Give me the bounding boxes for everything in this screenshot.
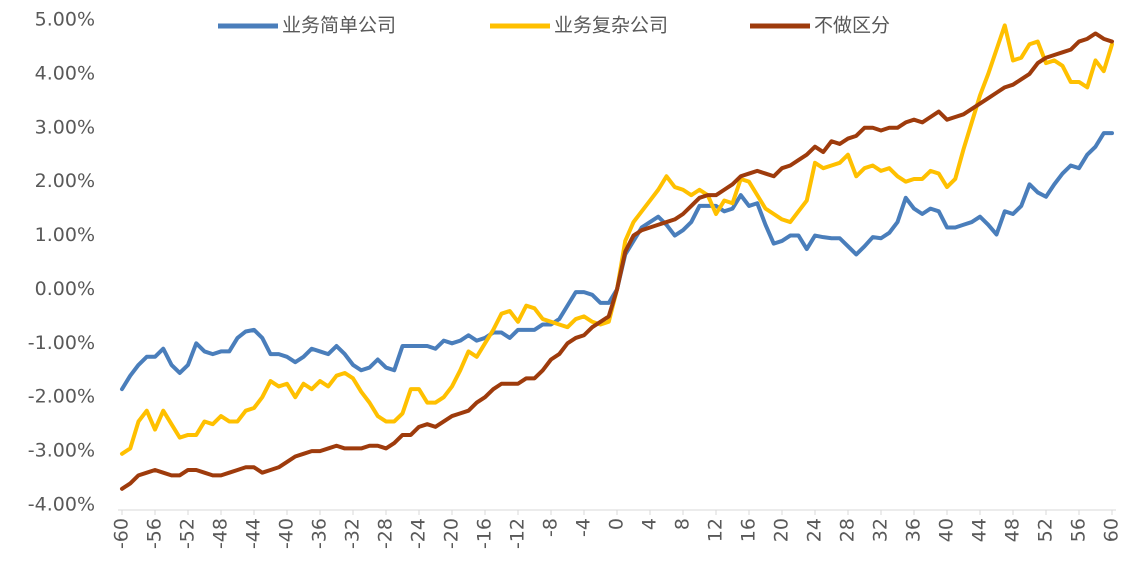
x-tick-label: 56	[1068, 518, 1090, 542]
y-tick-label: 2.00%	[35, 170, 95, 192]
y-tick-label: -4.00%	[28, 494, 95, 516]
legend-label: 业务简单公司	[282, 15, 396, 37]
x-tick-label: -12	[507, 518, 529, 549]
legend-label: 业务复杂公司	[554, 15, 668, 37]
x-tick-label: 44	[969, 518, 991, 542]
y-tick-label: -2.00%	[28, 386, 95, 408]
x-tick-label: 16	[738, 518, 760, 542]
x-tick-label: -40	[276, 518, 298, 549]
x-tick-label: -44	[243, 518, 265, 549]
x-tick-label: -16	[474, 518, 496, 549]
x-tick-label: -56	[144, 518, 166, 549]
x-tick-label: 0	[606, 518, 628, 530]
x-tick-label: 40	[936, 518, 958, 542]
x-tick-label: 52	[1035, 518, 1057, 542]
x-tick-label: 12	[705, 518, 727, 542]
x-tick-label: -60	[111, 518, 133, 549]
x-tick-label: 32	[870, 518, 892, 542]
x-tick-label: 24	[804, 518, 826, 542]
legend-label: 不做区分	[814, 15, 890, 37]
x-tick-label: -48	[210, 518, 232, 549]
x-tick-label: 48	[1002, 518, 1024, 542]
y-tick-label: 4.00%	[35, 62, 95, 84]
x-tick-label: 60	[1101, 518, 1123, 542]
x-tick-label: 20	[771, 518, 793, 542]
x-tick-label: 4	[639, 518, 661, 530]
series-line	[120, 131, 1114, 392]
series-line	[120, 31, 1114, 491]
x-tick-label: -52	[177, 518, 199, 549]
x-tick-label: -32	[342, 518, 364, 549]
x-tick-label: 8	[672, 518, 694, 530]
x-tick-label: 36	[903, 518, 925, 542]
series-line	[120, 23, 1114, 456]
x-tick-label: -36	[309, 518, 331, 549]
y-tick-label: 0.00%	[35, 278, 95, 300]
x-tick-label: 28	[837, 518, 859, 542]
x-tick-label: -8	[540, 518, 562, 537]
y-tick-label: 5.00%	[35, 9, 95, 31]
x-tick-label: -28	[375, 518, 397, 549]
x-tick-label: -24	[408, 518, 430, 549]
y-tick-label: 1.00%	[35, 224, 95, 246]
x-tick-label: -20	[441, 518, 463, 549]
y-tick-label: -1.00%	[28, 332, 95, 354]
y-tick-label: 3.00%	[35, 116, 95, 138]
y-tick-label: -3.00%	[28, 440, 95, 462]
x-tick-label: -4	[573, 518, 595, 537]
